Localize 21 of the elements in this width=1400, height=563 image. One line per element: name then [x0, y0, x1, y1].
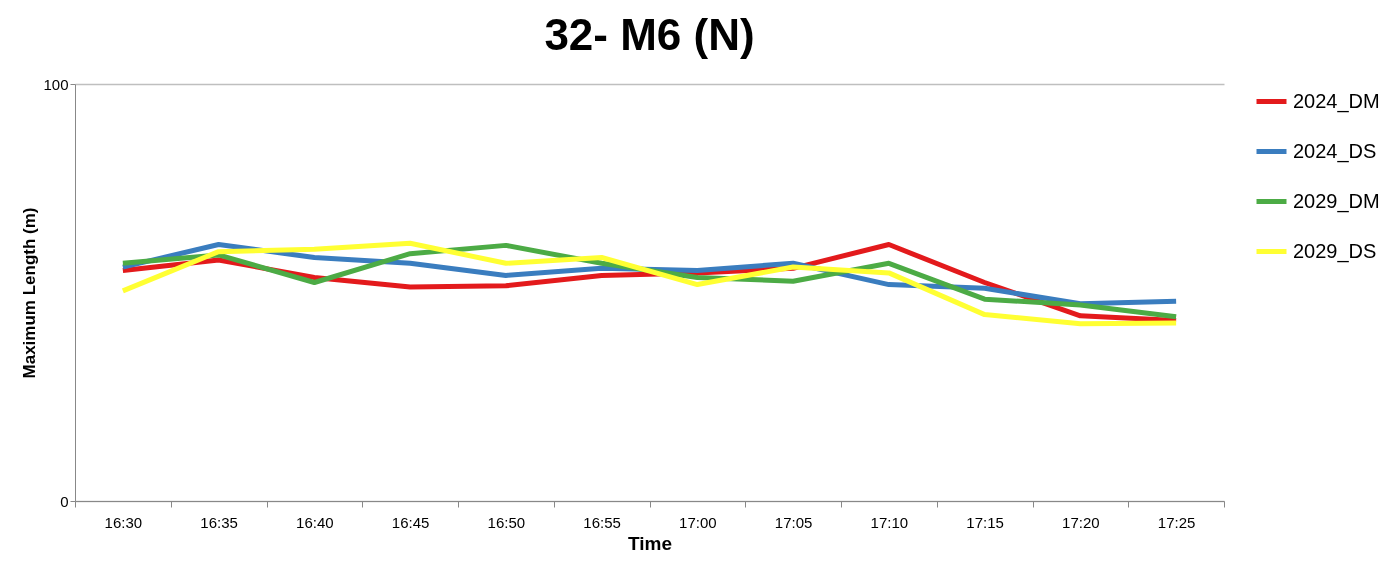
x-tick-label: 17:25	[1157, 513, 1196, 531]
x-tick-label: 17:20	[1062, 513, 1100, 531]
x-tick-label: 16:35	[200, 513, 238, 531]
y-axis-title: Maximum Length (m)	[20, 207, 40, 379]
x-tick-label: 16:30	[104, 513, 143, 531]
legend-label: 2029_DM	[1293, 189, 1380, 213]
x-tick-label: 16:40	[296, 513, 334, 531]
x-tick-label: 16:50	[487, 513, 526, 531]
x-tick-label: 16:45	[391, 513, 430, 531]
x-axis-title: Time	[627, 532, 673, 554]
x-tick-label: 17:00	[679, 513, 717, 531]
legend-label: 2024_DS	[1293, 139, 1377, 163]
x-tick-label: 16:55	[583, 513, 621, 531]
x-tick-label: 17:05	[774, 513, 813, 531]
legend-label: 2029_DS	[1293, 239, 1377, 263]
y-tick-label: 100	[43, 75, 69, 93]
y-tick-label: 0	[60, 492, 69, 510]
x-tick-label: 17:15	[966, 513, 1004, 531]
chart-title: 32- M6 (N)	[544, 10, 755, 59]
legend-label: 2024_DM	[1293, 89, 1380, 113]
x-tick-label: 17:10	[870, 513, 909, 531]
